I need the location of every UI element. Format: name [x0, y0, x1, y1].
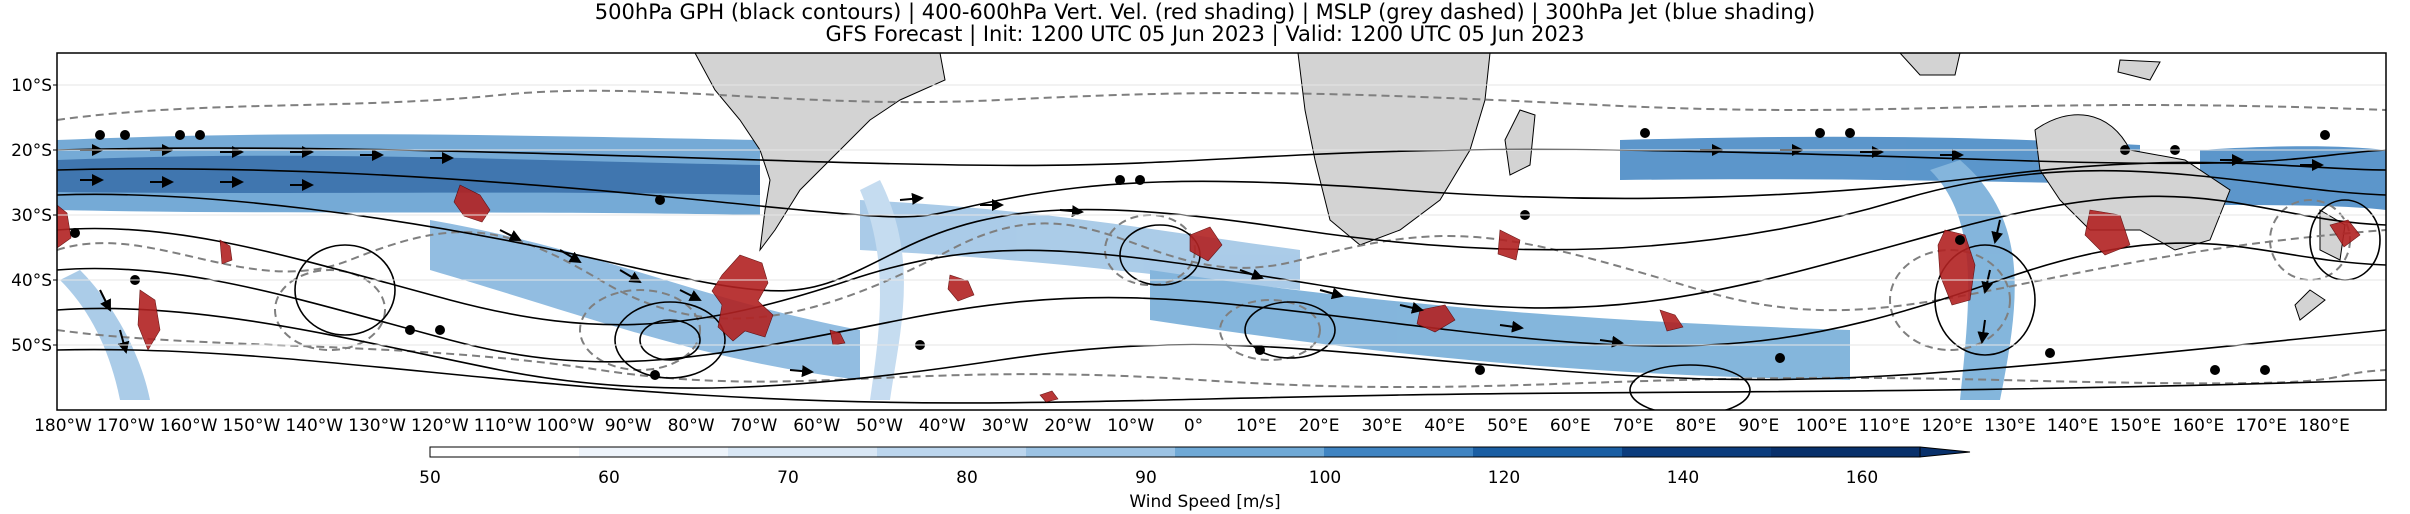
colorbar-tick-label: 50 [419, 468, 441, 488]
figure-subtitle: GFS Forecast | Init: 1200 UTC 05 Jun 202… [825, 22, 1585, 46]
africa [1297, 53, 1491, 246]
lon-tick-label: 50°E [1487, 416, 1528, 436]
lon-tick-label: 30°W [982, 416, 1029, 436]
lon-tick-label: 120°W [411, 416, 469, 436]
lon-tick-label: 40°W [919, 416, 966, 436]
lon-tick-label: 20°E [1299, 416, 1340, 436]
lon-tick-label: 130°W [348, 416, 406, 436]
lon-tick-label: 180°W [34, 416, 92, 436]
lat-tick-label: 30°S [11, 206, 52, 226]
colorbar-tick-label: 160 [1845, 468, 1879, 488]
indonesia [1899, 53, 2161, 81]
lon-tick-label: 100°E [1796, 416, 1848, 436]
lat-tick-label: 10°S [11, 76, 52, 96]
wind-vectors [80, 144, 2324, 378]
lon-tick-label: 50°W [856, 416, 903, 436]
colorbar-frame [429, 446, 1921, 458]
lon-tick-label: 70°W [730, 416, 777, 436]
lon-tick-label: 120°E [1921, 416, 1973, 436]
colorbar-swatch [1473, 447, 1623, 457]
lon-tick-label: 150°E [2110, 416, 2162, 436]
figure-title: 500hPa GPH (black contours) | 400-600hPa… [594, 0, 1816, 24]
lon-tick-label: 20°W [1044, 416, 1091, 436]
madagascar [1504, 109, 1536, 176]
colorbar-swatch [1771, 447, 1921, 457]
lat-tick-label: 50°S [11, 336, 52, 356]
australia [2034, 114, 2231, 251]
lon-tick-label: 10°W [1107, 416, 1154, 436]
lon-tick-label: 10°E [1236, 416, 1277, 436]
colorbar-extend-arrow [1919, 446, 1971, 458]
lon-tick-label: 80°W [668, 416, 715, 436]
colorbar-swatch [728, 447, 878, 457]
map-panel [57, 53, 2386, 410]
colorbar-tick-label: 140 [1666, 468, 1700, 488]
latitude-axis: 10°S 20°S 30°S 40°S 50°S [11, 76, 57, 356]
lon-tick-label: 170°W [97, 416, 155, 436]
colorbar-title: Wind Speed [m/s] [1129, 492, 1281, 512]
lon-tick-label: 130°E [1984, 416, 2036, 436]
longitude-axis: 180°W 170°W 160°W 150°W 140°W 130°W 120°W 110°W… [34, 416, 2350, 436]
colorbar-tick-label: 90 [1135, 468, 1157, 488]
lon-tick-label: 110°E [1859, 416, 1911, 436]
lon-tick-label: 80°E [1676, 416, 1717, 436]
lon-tick-label: 30°E [1361, 416, 1402, 436]
lat-tick-label: 40°S [11, 271, 52, 291]
lon-tick-label: 170°E [2235, 416, 2287, 436]
colorbar-swatch [430, 447, 580, 457]
colorbar-swatch [1175, 447, 1325, 457]
lat-tick-label: 20°S [11, 141, 52, 161]
lon-tick-label: 140°E [2047, 416, 2099, 436]
vertical-velocity-shading [57, 184, 2361, 403]
lon-tick-label: 70°E [1613, 416, 1654, 436]
lon-tick-label: 90°E [1738, 416, 1779, 436]
map-frame [56, 52, 2387, 411]
lon-tick-label: 140°W [285, 416, 343, 436]
colorbar-tick-label: 60 [598, 468, 620, 488]
colorbar-swatch [877, 447, 1027, 457]
pressure-centers [70, 128, 2330, 380]
lon-tick-label: 100°W [537, 416, 595, 436]
lon-tick-label: 180°E [2298, 416, 2350, 436]
colorbar-swatch [1324, 447, 1474, 457]
lon-tick-label: 160°E [2173, 416, 2225, 436]
colorbar-tick-label: 100 [1308, 468, 1342, 488]
colorbar [429, 446, 1971, 458]
gridlines [57, 84, 2386, 346]
colorbar-swatch [579, 447, 729, 457]
lon-tick-label: 60°W [793, 416, 840, 436]
land-masses [694, 53, 2346, 321]
colorbar-tick-label: 70 [777, 468, 799, 488]
lon-tick-label: 60°E [1550, 416, 1591, 436]
lon-tick-label: 150°W [223, 416, 281, 436]
lon-tick-label: 40°E [1424, 416, 1465, 436]
colorbar-swatch [1026, 447, 1176, 457]
lon-tick-label: 110°W [474, 416, 532, 436]
lon-tick-label: 0° [1184, 416, 1203, 436]
colorbar-tick-label: 120 [1487, 468, 1521, 488]
colorbar-swatch [1622, 447, 1772, 457]
lon-tick-label: 90°W [605, 416, 652, 436]
lon-tick-label: 160°W [160, 416, 218, 436]
colorbar-tick-label: 80 [956, 468, 978, 488]
